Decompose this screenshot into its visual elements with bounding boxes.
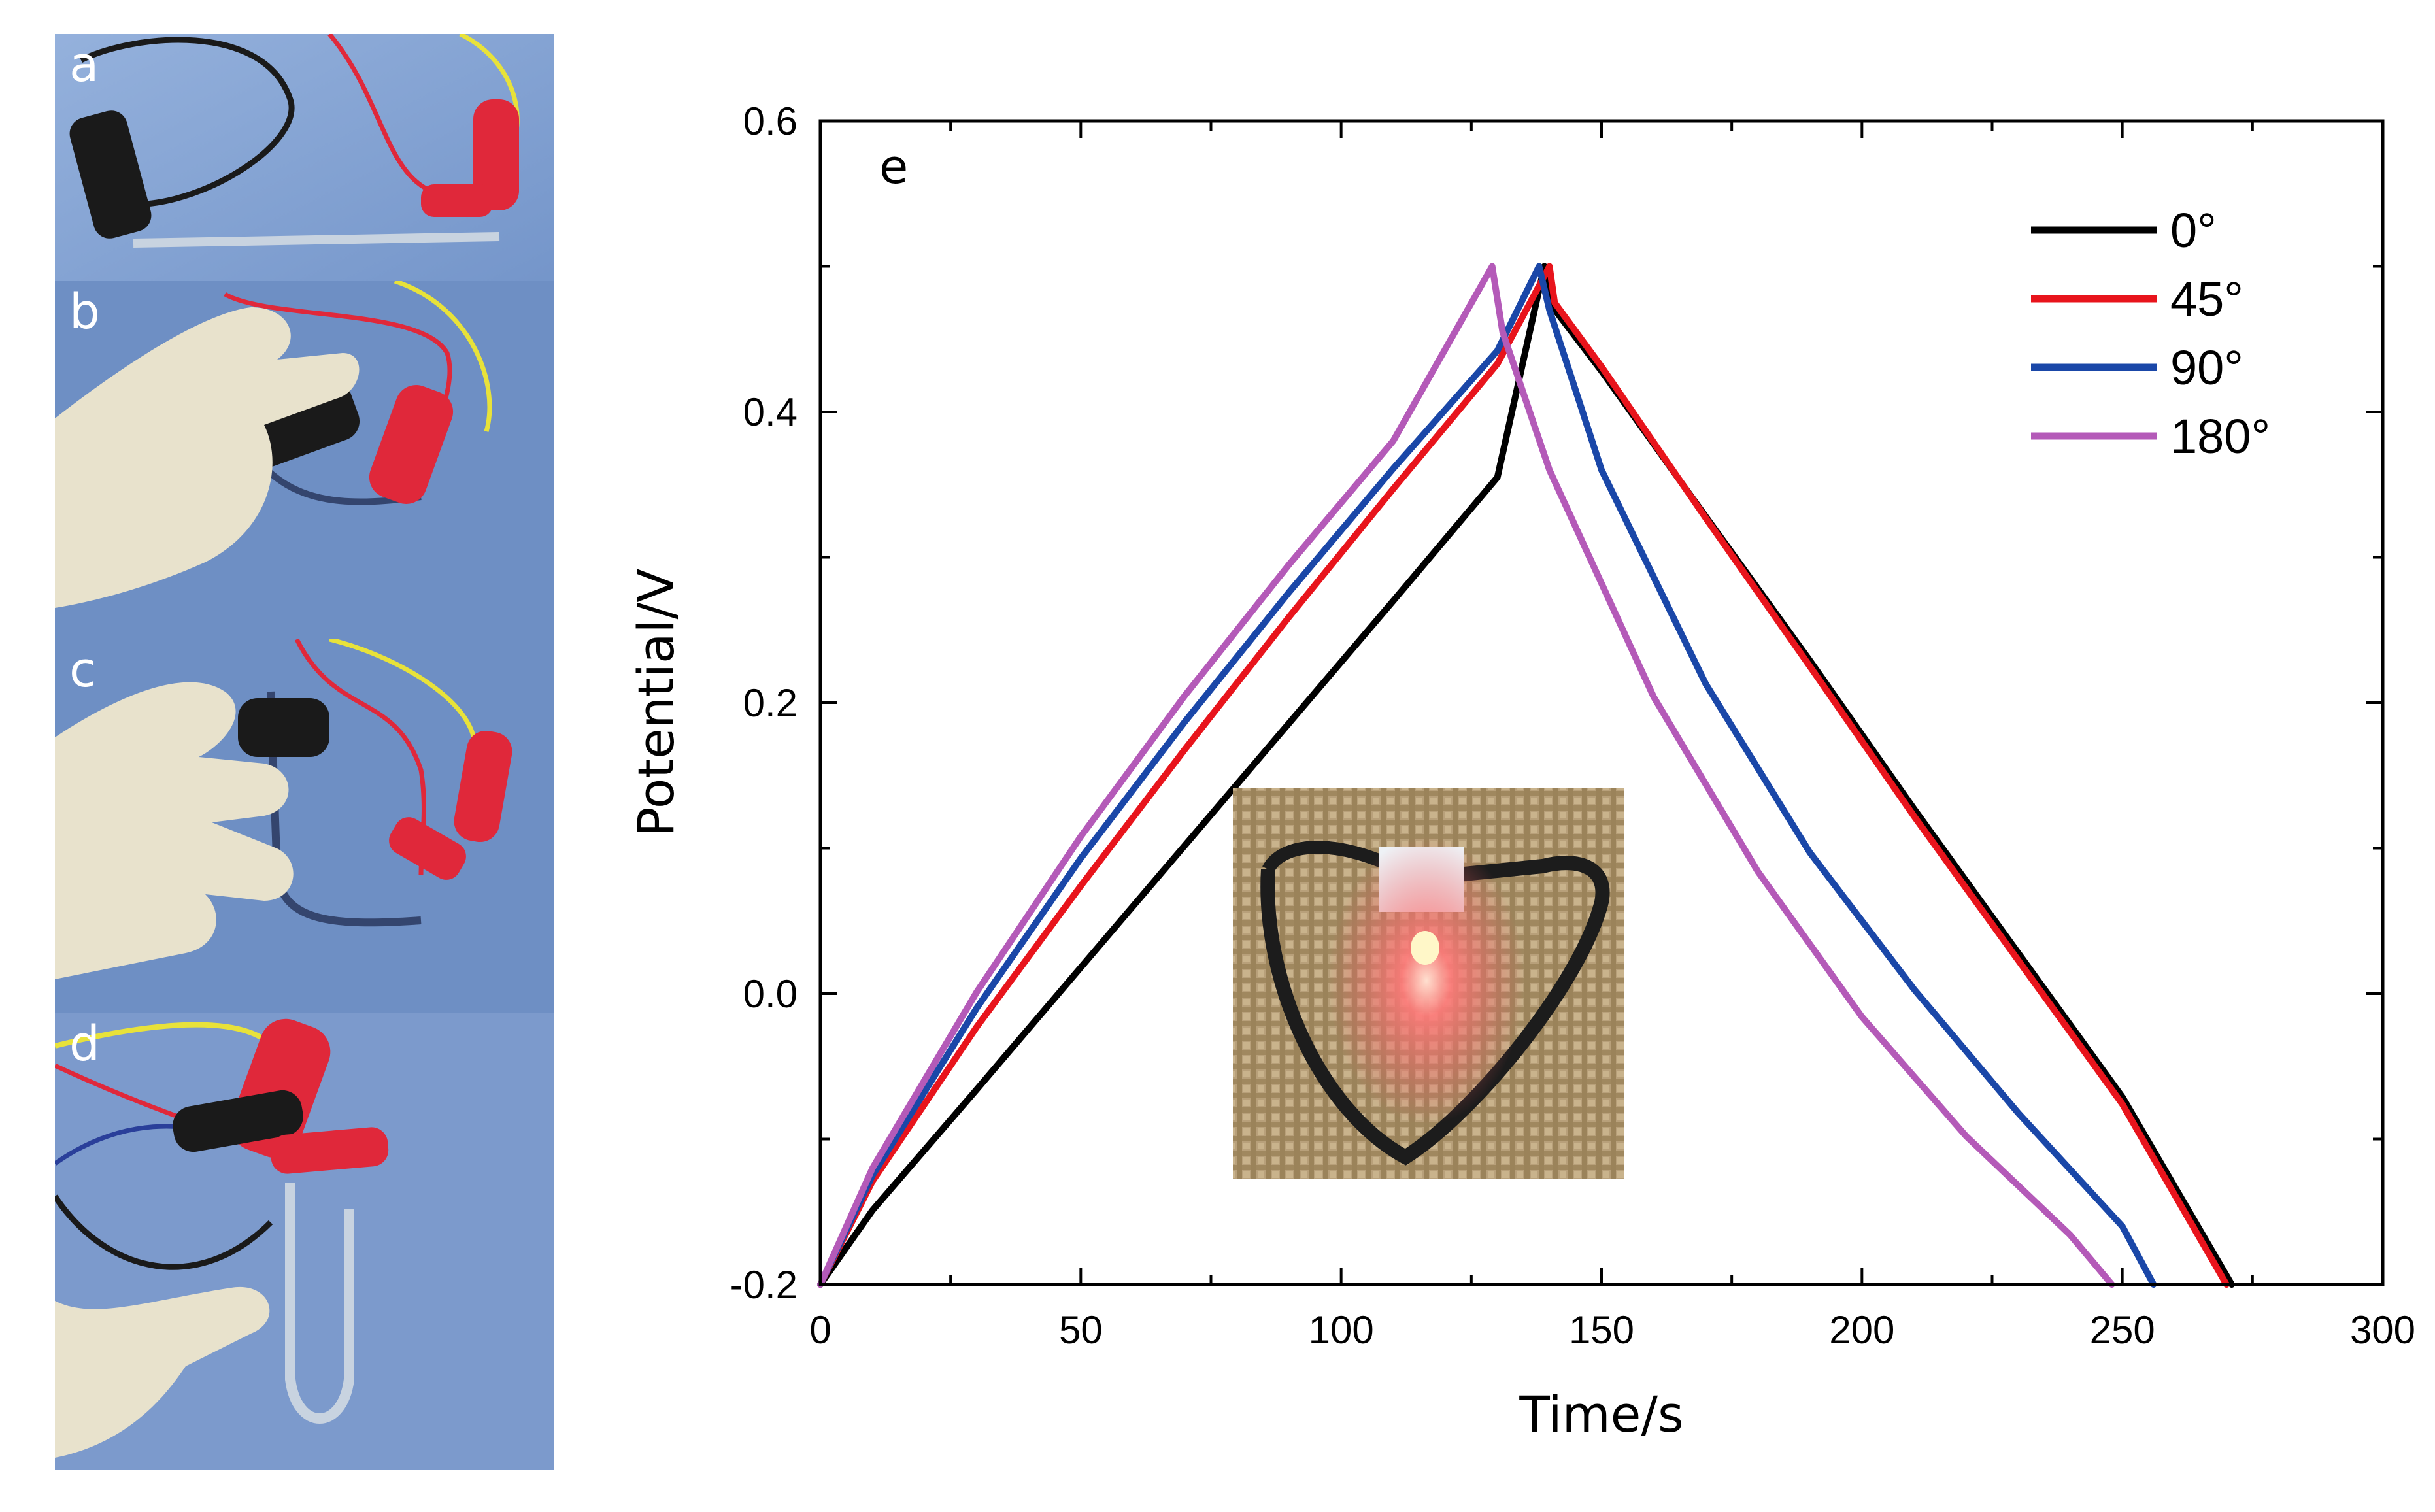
series-layer [817, 263, 2235, 1288]
photo-a-straight: a [55, 34, 554, 281]
y-tick-label: 0.0 [743, 972, 798, 1016]
x-axis-title: Time/s [1519, 1385, 1683, 1443]
legend: 0° 45° 90° 180° [2031, 203, 2270, 463]
y-tick-label: 0.4 [743, 390, 798, 434]
y-tick-label: -0.2 [730, 1263, 798, 1307]
photo-c-bent-90: c [55, 639, 554, 1013]
legend-label-1: 45° [2170, 272, 2243, 326]
legend-label-2: 90° [2170, 341, 2243, 395]
photo-c-label: c [69, 642, 96, 698]
photo-b-image [55, 281, 554, 639]
x-tick-label: 100 [1309, 1308, 1374, 1352]
series-line-2 [817, 263, 2157, 1288]
x-tick-label: 250 [2090, 1308, 2155, 1352]
x-tick-label: 200 [1829, 1308, 1894, 1352]
photo-b-bent-45: b [55, 281, 554, 639]
x-tick-label: 50 [1059, 1308, 1103, 1352]
axis-ticks: 0 50 100 150 200 250 300 -0.2 0.0 0.2 0.4 0.6 [730, 99, 2415, 1352]
photo-a-label: a [69, 37, 99, 93]
legend-label-0: 0° [2170, 203, 2217, 258]
photo-d-label: d [69, 1016, 100, 1072]
series-line-0 [817, 263, 2235, 1288]
series-line-3 [817, 263, 2115, 1288]
x-tick-label: 150 [1569, 1308, 1634, 1352]
panel-label-e: e [879, 139, 908, 194]
photo-d-image [55, 1013, 554, 1470]
x-tick-label: 0 [809, 1308, 831, 1352]
y-tick-label: 0.2 [743, 681, 798, 725]
photo-b-label: b [69, 284, 100, 340]
legend-label-3: 180° [2170, 409, 2270, 463]
photo-a-image [55, 34, 554, 281]
photo-c-image [55, 639, 554, 1013]
y-axis-title: Potential/V [627, 569, 685, 837]
photo-d-bent-180: d [55, 1013, 554, 1470]
x-tick-label: 300 [2350, 1308, 2415, 1352]
led-heart-photo [1233, 788, 1624, 1179]
series-line-1 [817, 263, 2230, 1288]
plot-frame [818, 119, 2385, 1286]
y-tick-label: 0.6 [743, 99, 798, 143]
